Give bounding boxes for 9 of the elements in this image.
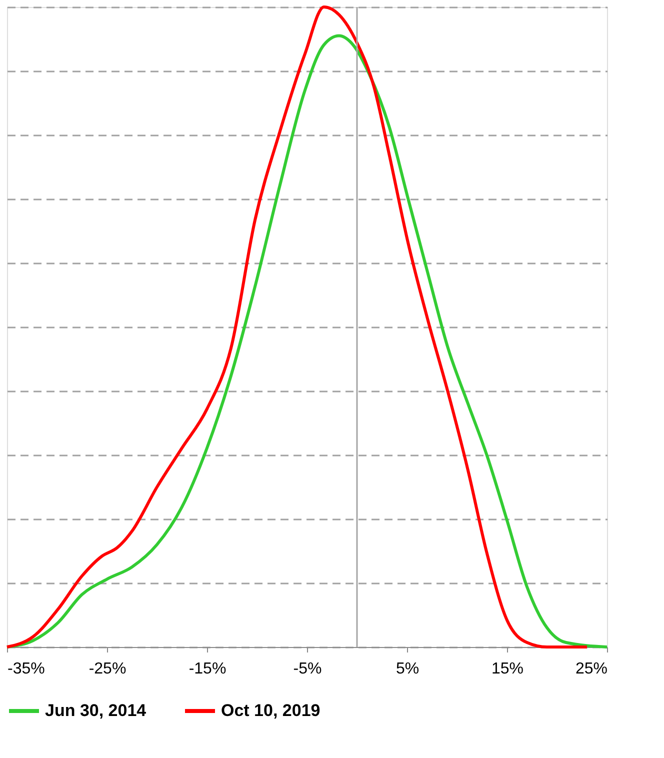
legend-label: Oct 10, 2019	[221, 701, 320, 720]
x-tick-label: -5%	[293, 660, 322, 678]
x-tick-label: 5%	[396, 660, 420, 678]
x-tick-label: 25%	[575, 660, 608, 678]
x-tick-label: -35%	[8, 660, 45, 678]
x-tick-label: -25%	[88, 660, 126, 678]
legend-label: Jun 30, 2014	[45, 701, 147, 720]
x-tick-label: -15%	[188, 660, 226, 678]
x-tick-label: 15%	[491, 660, 524, 678]
